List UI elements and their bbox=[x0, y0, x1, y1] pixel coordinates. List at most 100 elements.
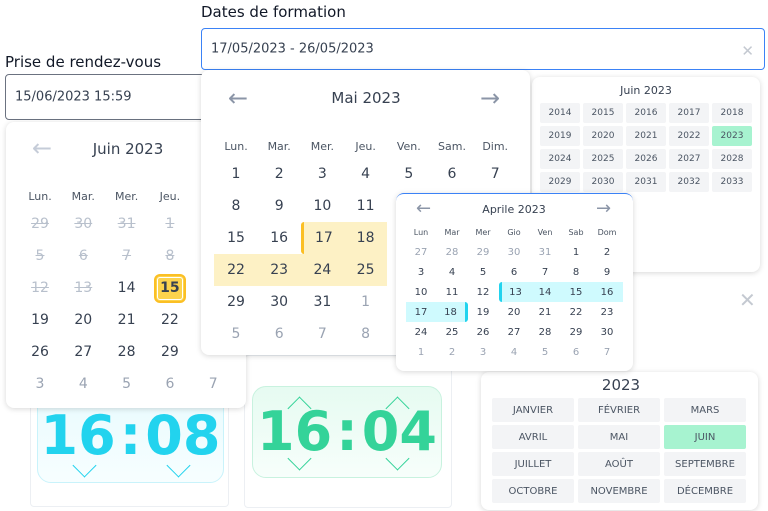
day-cell[interactable]: 8 bbox=[561, 262, 592, 282]
day-cell[interactable]: 11 bbox=[437, 282, 468, 302]
day-cell[interactable]: 6 bbox=[561, 342, 592, 362]
day-cell[interactable]: 5 bbox=[214, 318, 257, 350]
day-cell[interactable]: 6 bbox=[258, 318, 301, 350]
month-option[interactable]: JUIN bbox=[664, 425, 746, 449]
arrow-right-icon[interactable]: → bbox=[480, 84, 501, 112]
year-option[interactable]: 2032 bbox=[669, 172, 709, 192]
day-cell[interactable]: 6 bbox=[430, 158, 473, 190]
year-option[interactable]: 2031 bbox=[626, 172, 666, 192]
day-cell[interactable]: 23 bbox=[257, 254, 301, 286]
year-option[interactable]: 2019 bbox=[540, 126, 580, 146]
day-cell[interactable]: 1 bbox=[561, 242, 592, 262]
day-cell[interactable]: 6 bbox=[499, 262, 530, 282]
arrow-right-icon[interactable]: → bbox=[596, 198, 612, 219]
training-date-range-input[interactable]: 17/05/2023 - 26/05/2023 ✕ bbox=[201, 28, 765, 70]
month-option[interactable]: OCTOBRE bbox=[492, 479, 574, 503]
month-option[interactable]: SEPTEMBRE bbox=[664, 452, 746, 476]
year-option[interactable]: 2028 bbox=[712, 149, 752, 169]
year-option[interactable]: 2016 bbox=[626, 103, 666, 123]
day-cell[interactable]: 2 bbox=[437, 342, 468, 362]
day-cell[interactable]: 29 bbox=[468, 242, 499, 262]
day-cell[interactable]: 18 bbox=[344, 222, 388, 254]
day-cell[interactable]: 27 bbox=[499, 322, 530, 342]
day-cell[interactable]: 20 bbox=[62, 304, 105, 336]
day-cell[interactable]: 3 bbox=[468, 342, 499, 362]
day-cell[interactable]: 17 bbox=[300, 222, 344, 254]
day-cell[interactable]: 5 bbox=[468, 262, 499, 282]
day-cell[interactable]: 29 bbox=[561, 322, 592, 342]
day-cell[interactable]: 18 bbox=[436, 302, 468, 322]
day-cell[interactable]: 4 bbox=[62, 368, 105, 400]
close-icon[interactable]: ✕ bbox=[739, 288, 756, 312]
day-cell[interactable]: 8 bbox=[214, 190, 257, 222]
day-cell[interactable]: 10 bbox=[301, 190, 344, 222]
day-cell[interactable]: 22 bbox=[148, 304, 191, 336]
day-cell[interactable]: 3 bbox=[301, 158, 344, 190]
year-option[interactable]: 2021 bbox=[626, 126, 666, 146]
day-cell[interactable]: 29 bbox=[214, 286, 257, 318]
day-cell[interactable]: 31 bbox=[530, 242, 561, 262]
day-cell[interactable]: 19 bbox=[18, 304, 61, 336]
day-cell[interactable]: 7 bbox=[301, 318, 344, 350]
month-option[interactable]: MARS bbox=[664, 398, 746, 422]
day-cell[interactable]: 16 bbox=[258, 222, 301, 254]
day-cell[interactable]: 1 bbox=[344, 286, 387, 318]
year-option[interactable]: 2026 bbox=[626, 149, 666, 169]
day-cell[interactable]: 7 bbox=[530, 262, 561, 282]
day-cell[interactable]: 19 bbox=[468, 302, 499, 322]
day-cell[interactable]: 24 bbox=[300, 254, 344, 286]
day-cell[interactable]: 4 bbox=[344, 158, 387, 190]
day-cell[interactable]: 28 bbox=[530, 322, 561, 342]
day-cell[interactable]: 8 bbox=[344, 318, 387, 350]
day-cell[interactable]: 27 bbox=[62, 336, 105, 368]
day-cell[interactable]: 30 bbox=[592, 322, 623, 342]
day-cell[interactable]: 14 bbox=[105, 272, 148, 304]
day-cell[interactable]: 7 bbox=[192, 368, 235, 400]
day-cell[interactable]: 9 bbox=[592, 262, 623, 282]
day-cell[interactable]: 22 bbox=[561, 302, 592, 322]
month-option[interactable]: AOÛT bbox=[578, 452, 660, 476]
arrow-left-icon[interactable]: ← bbox=[228, 84, 249, 112]
day-cell[interactable]: 31 bbox=[301, 286, 344, 318]
day-cell[interactable]: 7 bbox=[592, 342, 623, 362]
month-option[interactable]: MAI bbox=[578, 425, 660, 449]
year-option[interactable]: 2022 bbox=[669, 126, 709, 146]
day-cell[interactable]: 1 bbox=[406, 342, 437, 362]
day-cell[interactable]: 20 bbox=[499, 302, 530, 322]
year-option[interactable]: 2029 bbox=[540, 172, 580, 192]
day-cell[interactable]: 5 bbox=[530, 342, 561, 362]
minutes-value[interactable]: 04 bbox=[361, 400, 437, 463]
day-cell[interactable]: 3 bbox=[406, 262, 437, 282]
arrow-left-icon[interactable]: ← bbox=[32, 134, 53, 162]
day-cell[interactable]: 5 bbox=[387, 158, 430, 190]
day-cell[interactable]: 9 bbox=[258, 190, 301, 222]
day-cell[interactable]: 17 bbox=[405, 302, 437, 322]
month-option[interactable]: AVRIL bbox=[492, 425, 574, 449]
year-option[interactable]: 2030 bbox=[583, 172, 623, 192]
day-cell[interactable]: 15 bbox=[560, 282, 592, 302]
day-cell[interactable]: 5 bbox=[105, 368, 148, 400]
day-cell[interactable]: 15 bbox=[148, 272, 191, 304]
day-cell[interactable]: 7 bbox=[474, 158, 517, 190]
year-option[interactable]: 2024 bbox=[540, 149, 580, 169]
day-cell[interactable]: 30 bbox=[258, 286, 301, 318]
hours-value[interactable]: 16 bbox=[40, 404, 116, 467]
day-cell[interactable]: 10 bbox=[406, 282, 437, 302]
day-cell[interactable]: 22 bbox=[214, 254, 258, 286]
day-cell[interactable]: 15 bbox=[214, 222, 257, 254]
day-cell[interactable]: 13 bbox=[498, 282, 530, 302]
day-cell[interactable]: 12 bbox=[468, 282, 499, 302]
day-cell[interactable]: 14 bbox=[529, 282, 561, 302]
year-option[interactable]: 2033 bbox=[712, 172, 752, 192]
year-option[interactable]: 2017 bbox=[669, 103, 709, 123]
month-option[interactable]: JUILLET bbox=[492, 452, 574, 476]
day-cell[interactable]: 25 bbox=[437, 322, 468, 342]
arrow-left-icon[interactable]: ← bbox=[416, 198, 432, 219]
year-option[interactable]: 2027 bbox=[669, 149, 709, 169]
day-cell[interactable]: 21 bbox=[105, 304, 148, 336]
month-option[interactable]: JANVIER bbox=[492, 398, 574, 422]
clear-icon[interactable]: ✕ bbox=[741, 42, 754, 60]
year-option[interactable]: 2018 bbox=[712, 103, 752, 123]
day-cell[interactable]: 29 bbox=[148, 336, 191, 368]
year-option[interactable]: 2015 bbox=[583, 103, 623, 123]
